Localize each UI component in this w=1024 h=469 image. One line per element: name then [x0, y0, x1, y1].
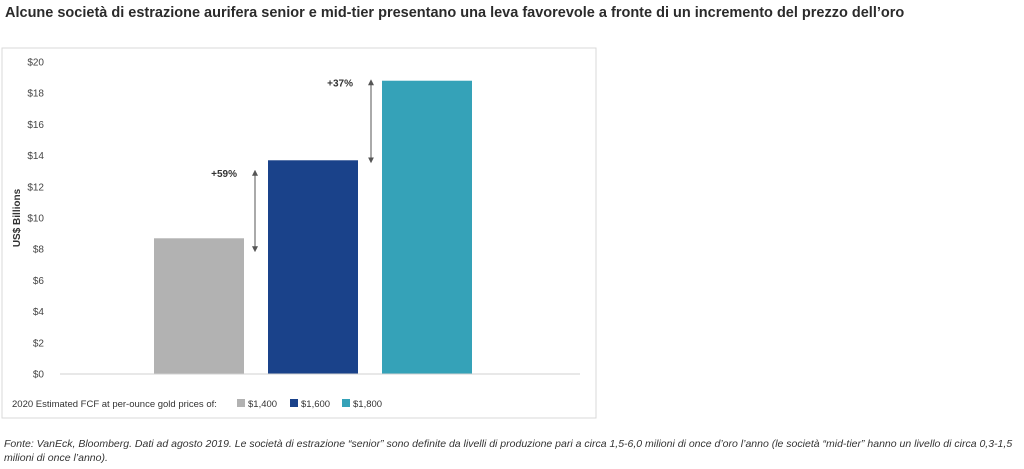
y-tick-label: $4	[33, 307, 45, 318]
bar-chart: $0 $2 $4 $6 $8 $10 $12 $14 $16 $18 $20 +59% +37% US…	[1, 47, 597, 419]
annotations: +59% +37%	[211, 78, 374, 253]
y-tick-label: $16	[27, 120, 44, 131]
bar-3	[382, 80, 472, 374]
legend-swatch-3	[342, 399, 350, 407]
y-axis-ticks: $0 $2 $4 $6 $8 $10 $12 $14 $16 $18 $20	[27, 58, 44, 381]
y-tick-label: $2	[33, 338, 45, 349]
bar-1	[154, 238, 244, 374]
legend-label-1: $1,400	[248, 399, 277, 410]
footnote: Fonte: VanEck, Bloomberg. Dati ad agosto…	[4, 438, 1013, 464]
y-tick-label: $10	[27, 214, 44, 225]
bar-2	[268, 160, 358, 374]
legend: 2020 Estimated FCF at per-ounce gold pri…	[12, 399, 382, 410]
legend-label-2: $1,600	[301, 399, 330, 410]
legend-title: 2020 Estimated FCF at per-ounce gold pri…	[12, 399, 217, 410]
y-tick-label: $18	[27, 89, 44, 100]
y-axis-label: US$ Billions	[12, 188, 23, 247]
chart-title: Alcune società di estrazione aurifera se…	[5, 5, 905, 21]
y-tick-label: $6	[33, 276, 45, 287]
y-tick-label: $20	[27, 58, 44, 69]
legend-swatch-2	[290, 399, 298, 407]
y-tick-label: $0	[33, 370, 45, 381]
change-label-1: +59%	[211, 169, 237, 180]
y-tick-label: $12	[27, 182, 44, 193]
y-tick-label: $8	[33, 245, 45, 256]
y-tick-label: $14	[27, 151, 44, 162]
legend-label-3: $1,800	[353, 399, 382, 410]
legend-swatch-1	[237, 399, 245, 407]
chart-container: $0 $2 $4 $6 $8 $10 $12 $14 $16 $18 $20 +59% +37% US…	[0, 44, 600, 422]
change-label-2: +37%	[327, 78, 353, 89]
bars	[154, 80, 472, 374]
